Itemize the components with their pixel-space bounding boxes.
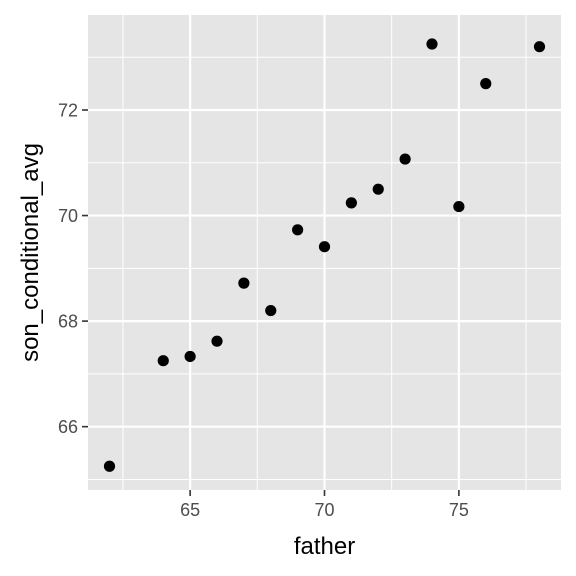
- data-point: [372, 183, 384, 195]
- data-point: [399, 153, 411, 165]
- data-point: [345, 197, 357, 209]
- y-tick-label: 66: [58, 417, 78, 437]
- data-point: [184, 350, 196, 363]
- data-point: [157, 355, 169, 367]
- y-tick-label: 68: [58, 312, 78, 332]
- data-point: [265, 304, 277, 317]
- data-point: [480, 78, 492, 90]
- data-point: [453, 200, 465, 213]
- data-point: [292, 224, 304, 236]
- data-point: [533, 41, 546, 53]
- data-point: [238, 277, 250, 289]
- y-axis-title: son_conditional_avg: [17, 143, 44, 362]
- x-axis-title: father: [294, 533, 355, 560]
- data-points: [103, 38, 546, 472]
- data-point: [426, 38, 438, 50]
- y-tick-label: 72: [58, 101, 78, 121]
- major-gridlines: [88, 15, 561, 490]
- y-tick-label: 70: [58, 206, 78, 226]
- x-tick-label: 65: [180, 500, 200, 520]
- data-point: [211, 335, 223, 347]
- x-tick-label: 75: [449, 500, 469, 520]
- x-tick-label: 70: [314, 500, 334, 520]
- data-point: [103, 460, 116, 472]
- data-point: [318, 241, 331, 253]
- x-axis: 65 70 75: [180, 490, 469, 520]
- y-axis: 66 68 70 72: [58, 101, 88, 437]
